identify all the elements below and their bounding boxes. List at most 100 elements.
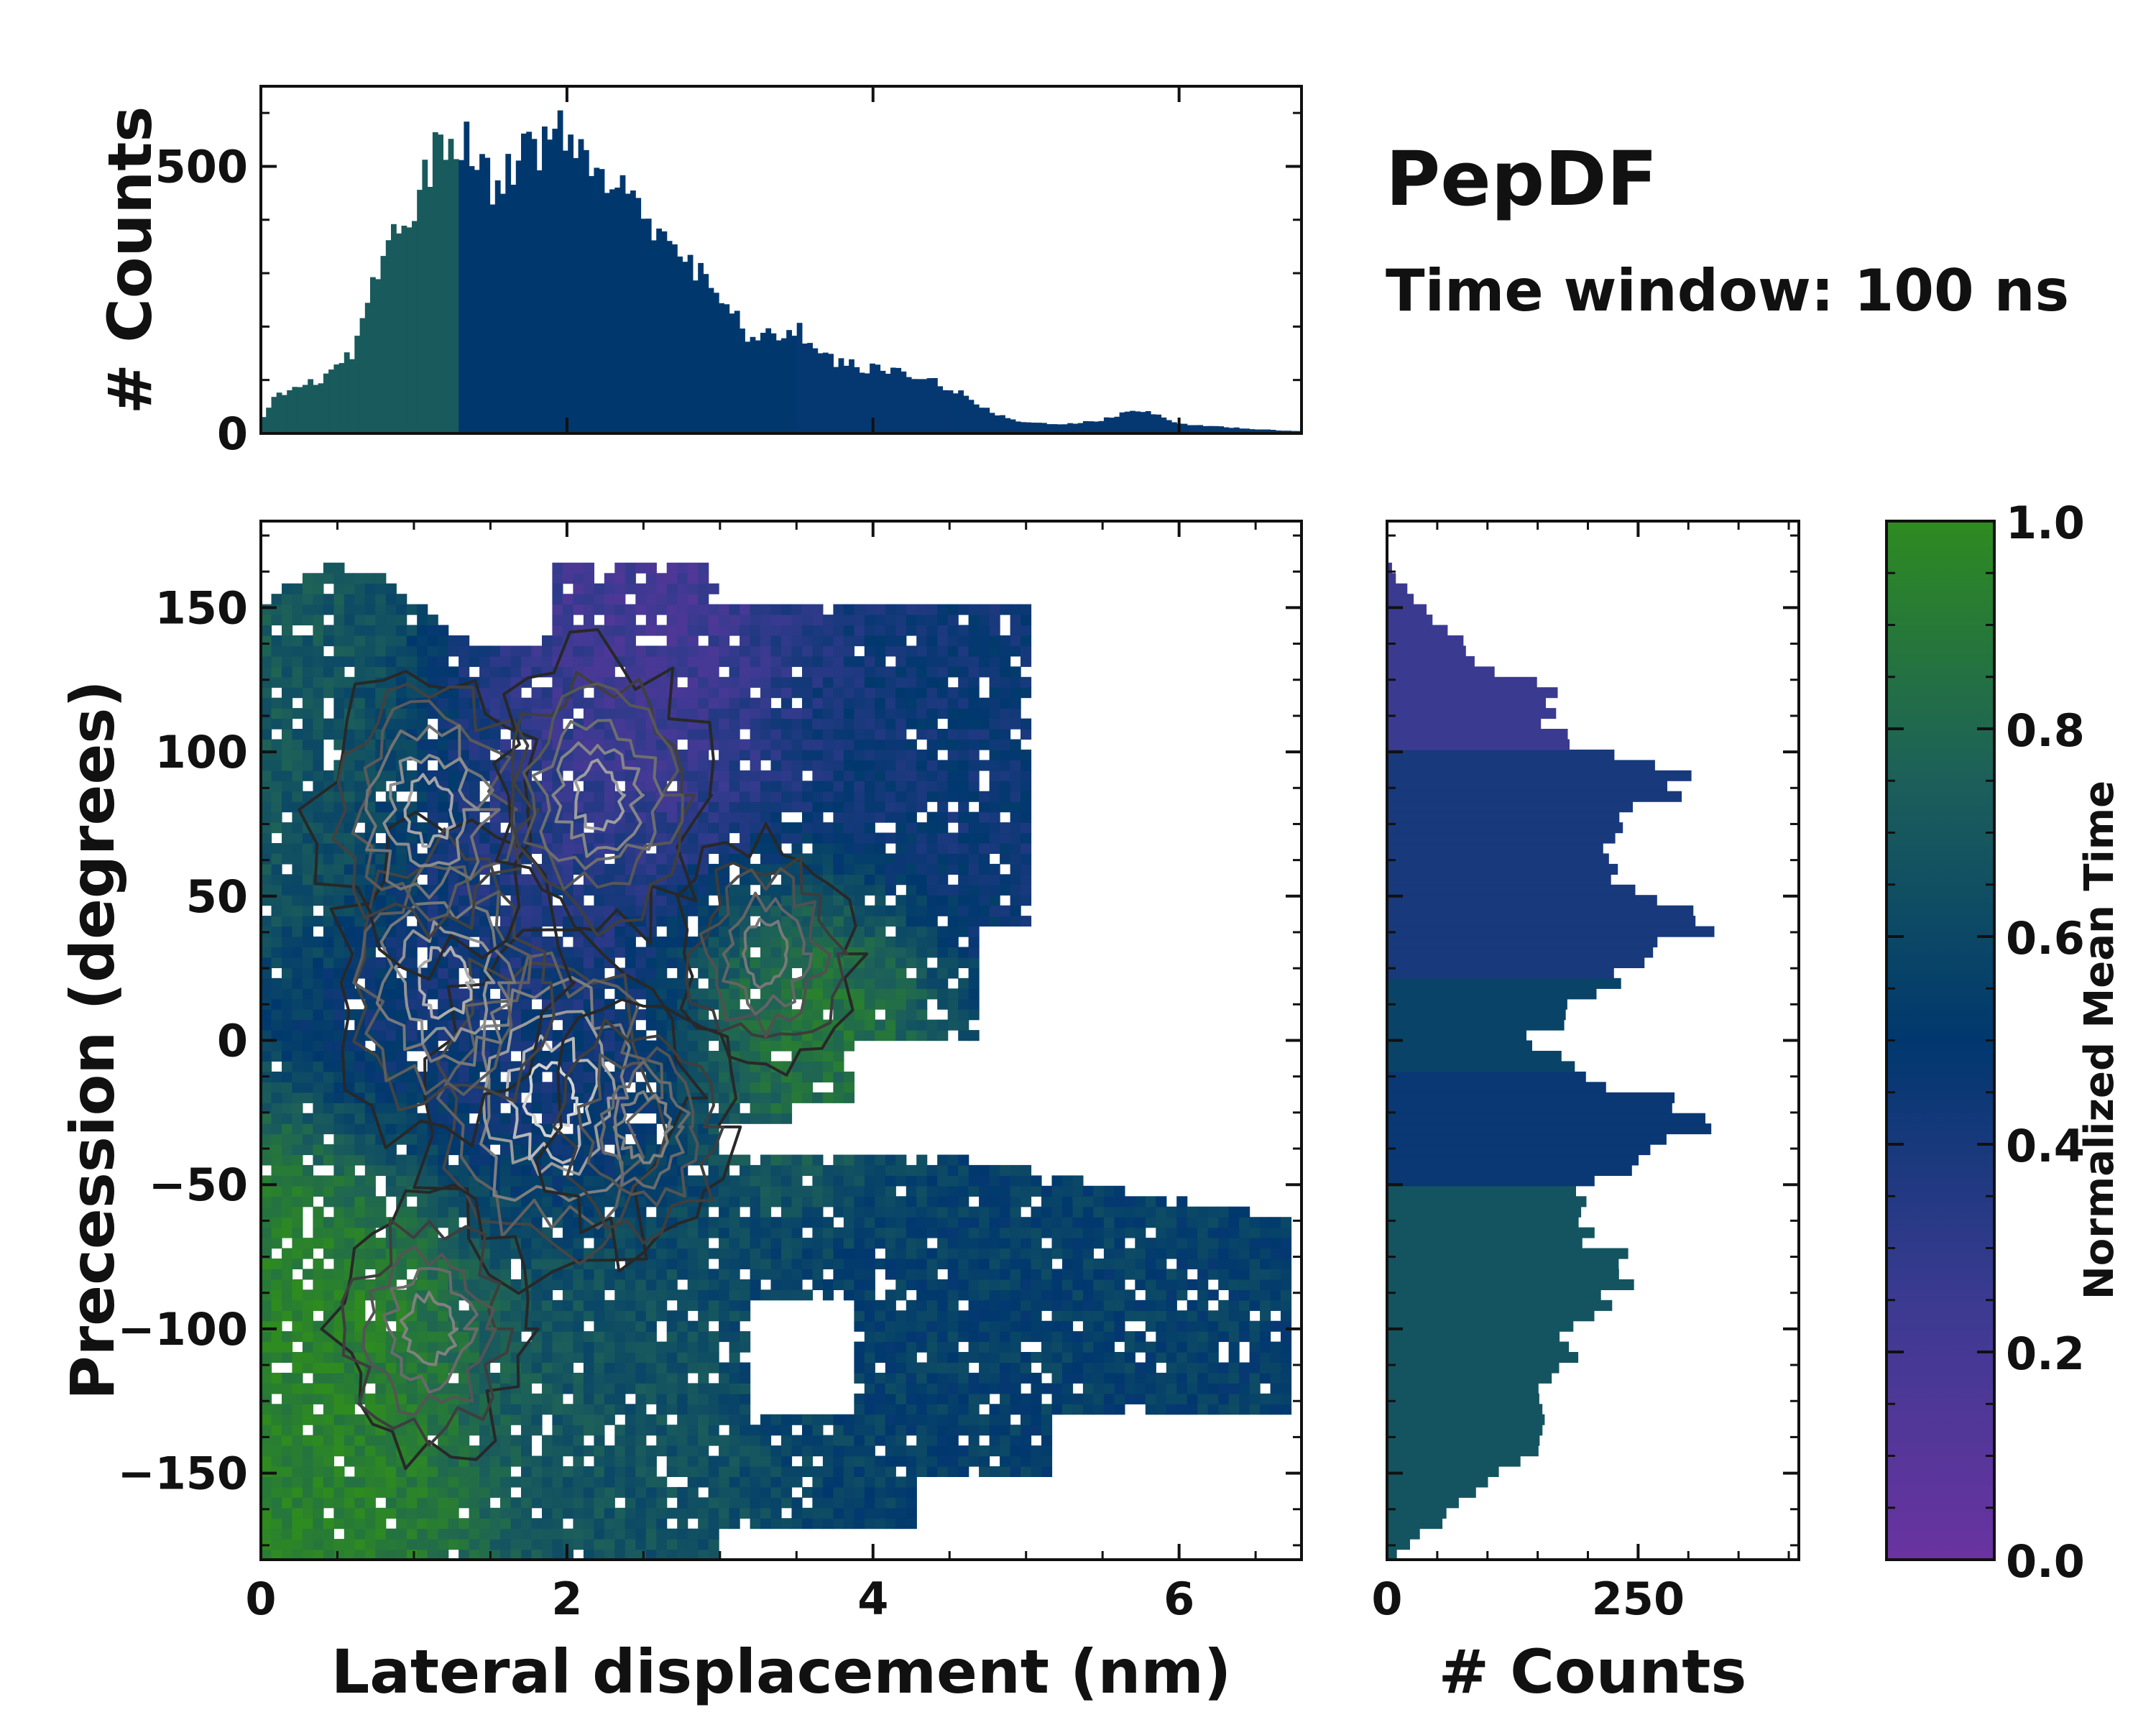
heatmap-cell: [791, 739, 803, 750]
heatmap-cell: [282, 998, 293, 1010]
heatmap-cell: [542, 1300, 553, 1311]
heatmap-cell: [333, 604, 345, 615]
heatmap-cell: [427, 1497, 438, 1509]
heatmap-cell: [344, 1445, 355, 1457]
heatmap-cell: [645, 998, 657, 1010]
heatmap-cell: [438, 1238, 449, 1249]
heatmap-cell: [375, 801, 387, 813]
heatmap-cell: [282, 926, 293, 937]
heatmap-cell: [864, 1383, 875, 1394]
heatmap-cell: [479, 1528, 491, 1540]
heatmap-cell: [635, 1404, 647, 1415]
heatmap-cell: [594, 645, 605, 657]
heatmap-cell: [521, 1352, 533, 1363]
heatmap-cell: [719, 1259, 730, 1269]
heatmap-cell: [385, 1040, 397, 1052]
heatmap-cell: [594, 988, 605, 1000]
heatmap-cell: [573, 562, 584, 574]
heatmap-cell: [854, 1154, 865, 1166]
heatmap-cell: [282, 832, 293, 844]
heatmap-cell: [677, 656, 688, 667]
heatmap-cell: [635, 666, 647, 678]
heatmap-cell: [698, 604, 709, 615]
heatmap-cell: [625, 615, 636, 626]
heatmap-cell: [864, 1175, 875, 1187]
heatmap-cell: [666, 1175, 678, 1187]
heatmap-cell: [635, 1164, 647, 1176]
heatmap-cell: [885, 1414, 896, 1425]
heatmap-cell: [323, 666, 334, 678]
heatmap-cell: [708, 811, 719, 823]
heatmap-cell: [271, 811, 282, 823]
heatmap-cell: [656, 718, 668, 730]
heatmap-cell: [843, 791, 854, 802]
heatmap-cell: [698, 1372, 709, 1384]
heatmap-cell: [344, 1185, 355, 1197]
heatmap-cell: [781, 760, 793, 771]
heatmap-cell: [864, 811, 875, 823]
heatmap-cell: [729, 998, 740, 1010]
heatmap-cell: [822, 1217, 834, 1228]
heatmap-cell: [760, 926, 772, 937]
heatmap-cell: [313, 853, 324, 865]
heatmap-cell: [406, 1144, 418, 1156]
heatmap-cell: [313, 1455, 324, 1467]
heatmap-cell: [302, 1289, 313, 1301]
heatmap-cell: [333, 967, 345, 979]
heatmap-cell: [354, 1185, 366, 1197]
heatmap-cell: [698, 1269, 709, 1280]
heatmap-cell: [313, 1113, 324, 1124]
heatmap-cell: [333, 1362, 345, 1374]
heatmap-cell: [323, 978, 334, 989]
heatmap-cell: [427, 1331, 438, 1343]
heatmap-cell: [740, 1425, 751, 1436]
heatmap-cell: [833, 708, 844, 719]
heatmap-cell: [292, 760, 303, 771]
heatmap-cell: [375, 573, 387, 584]
heatmap-cell: [802, 656, 814, 667]
heatmap-cell: [406, 1466, 418, 1477]
heatmap-cell: [677, 1248, 688, 1259]
heatmap-cell: [542, 697, 553, 709]
heatmap-cell: [864, 957, 875, 968]
heatmap-cell: [417, 615, 428, 626]
heatmap-cell: [354, 729, 366, 740]
heatmap-cell: [282, 978, 293, 989]
heatmap-cell: [854, 1259, 865, 1269]
heatmap-cell: [271, 863, 282, 875]
heatmap-cell: [666, 1455, 678, 1467]
heatmap-cell: [833, 1206, 844, 1218]
heatmap-cell: [719, 1196, 730, 1208]
heatmap-cell: [282, 967, 293, 979]
heatmap-cell: [875, 739, 886, 750]
heatmap-cell: [364, 1445, 376, 1457]
heatmap-cell: [656, 749, 668, 760]
heatmap-cell: [719, 1435, 730, 1446]
heatmap-cell: [760, 1051, 772, 1062]
heatmap-cell: [666, 718, 678, 730]
heatmap-cell: [375, 1455, 387, 1467]
heatmap-cell: [313, 676, 324, 688]
heatmap-cell: [719, 843, 730, 854]
heatmap-cell: [822, 832, 834, 844]
heatmap-cell: [719, 937, 730, 948]
heatmap-cell: [885, 1310, 896, 1322]
heatmap-cell: [802, 1154, 814, 1166]
heatmap-cell: [354, 1486, 366, 1498]
heatmap-cell: [459, 1425, 470, 1436]
heatmap-cell: [875, 1414, 886, 1425]
heatmap-cell: [302, 1352, 313, 1363]
heatmap-cell: [854, 1030, 865, 1041]
heatmap-cell: [406, 937, 418, 948]
heatmap-cell: [417, 1486, 428, 1498]
heatmap-cell: [459, 635, 470, 647]
heatmap-cell: [604, 863, 615, 875]
heatmap-cell: [822, 645, 834, 657]
heatmap-cell: [740, 697, 751, 709]
heatmap-cell: [770, 666, 782, 678]
heatmap-cell: [802, 1217, 814, 1228]
heatmap-cell: [833, 832, 844, 844]
heatmap-cell: [271, 1539, 282, 1550]
heatmap-cell: [333, 1133, 345, 1145]
heatmap-cell: [364, 1539, 376, 1550]
